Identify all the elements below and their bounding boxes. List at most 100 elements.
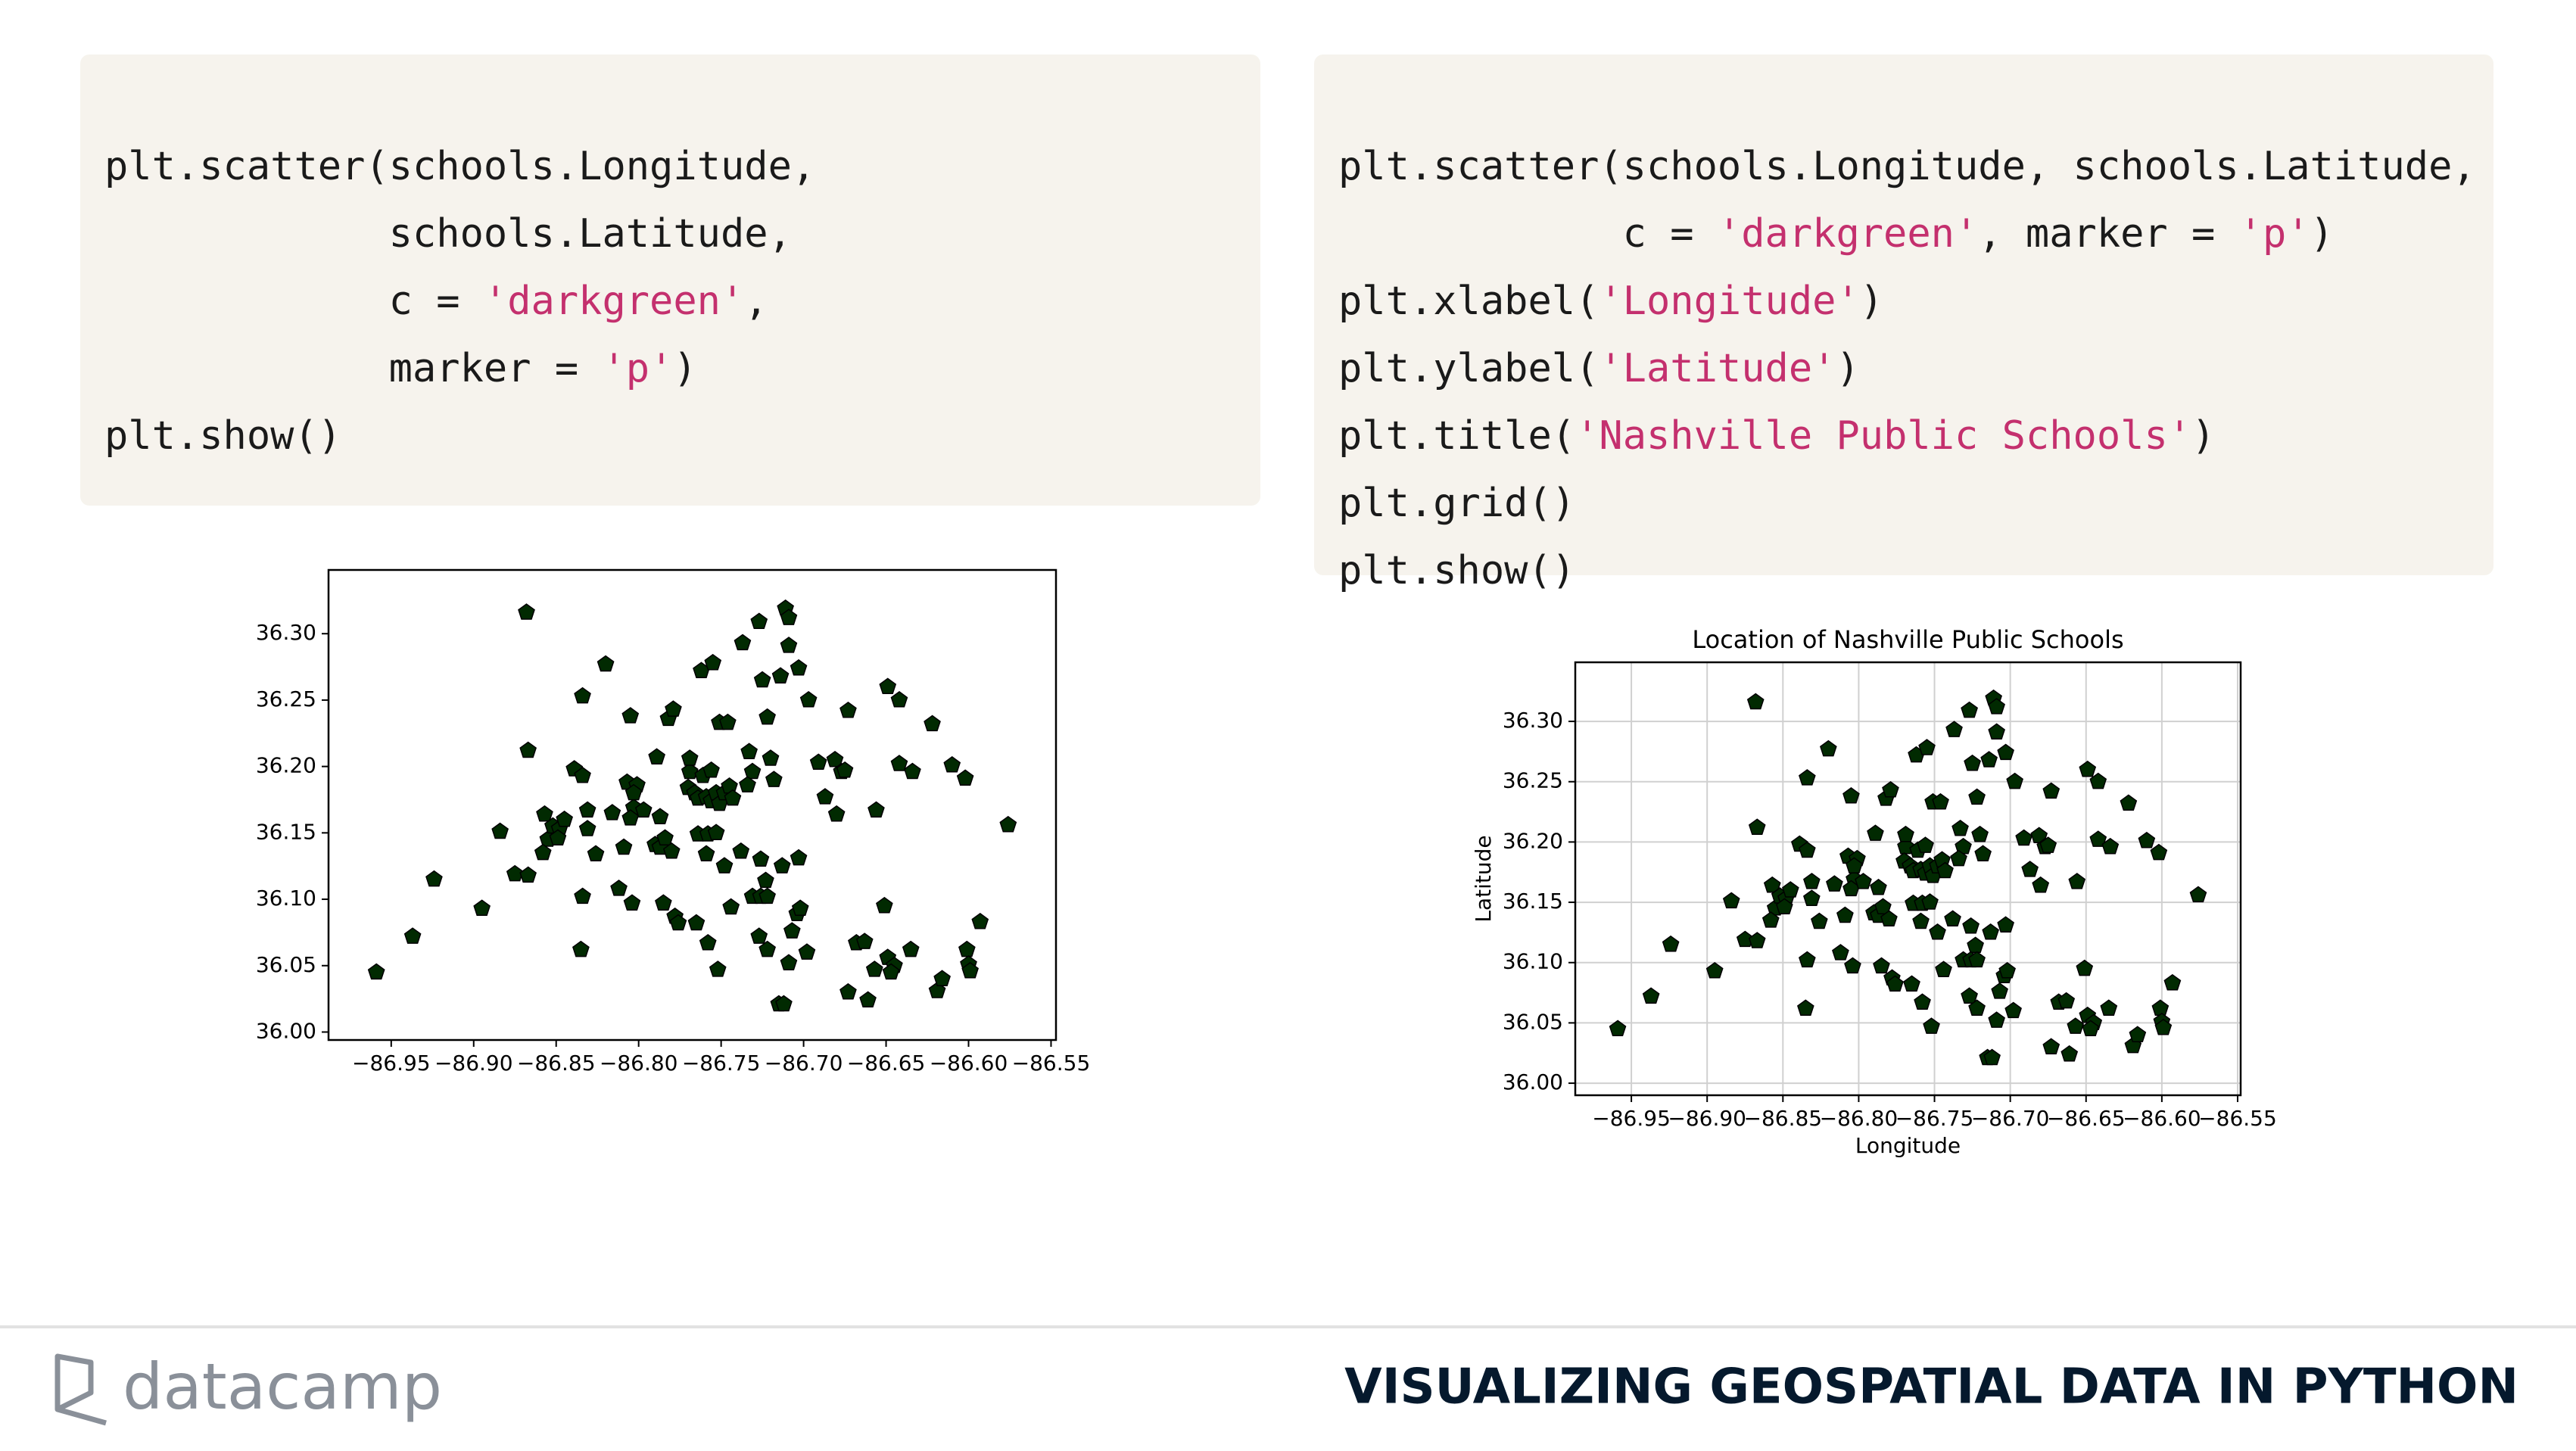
point [933,970,951,986]
point [556,810,573,827]
point [890,755,908,771]
point [2057,992,2076,1009]
point [610,880,628,896]
x-tick-label: −86.55 [2198,1106,2277,1131]
point [904,762,921,780]
point [1882,780,1899,798]
point [2032,876,2050,893]
point [574,687,591,704]
point [519,741,537,758]
point [798,943,816,960]
point [2015,829,2032,846]
point [743,762,762,780]
point [791,899,809,916]
x-tick-label: −86.60 [2123,1106,2201,1131]
point [1799,841,1816,858]
y-tick-label: 36.20 [1503,828,1563,853]
point [1870,878,1887,895]
point [924,715,941,732]
point [578,801,596,818]
point [1811,912,1828,929]
point [758,887,776,905]
point [1968,999,1986,1016]
x-tick-label: −86.70 [765,1051,843,1076]
code-line: plt.ylabel('Latitude') [1338,346,1860,391]
point [879,677,897,695]
point [1988,723,2005,740]
code-line: plt.show() [1338,548,1576,593]
point [719,713,737,730]
point [1782,881,1799,898]
point [1832,944,1849,961]
point [1844,957,1861,974]
point [758,940,776,957]
point [615,838,633,855]
y-tick-label: 36.25 [256,687,316,711]
x-tick-label: −86.80 [600,1051,678,1076]
axes-frame [1574,661,2242,1097]
point [2039,836,2057,853]
y-tick-label: 36.05 [256,952,316,977]
point [1961,987,1978,1004]
logo-icon [55,1353,107,1426]
y-tick-label: 36.30 [1503,708,1563,733]
point [687,914,706,931]
point [519,866,537,883]
point [839,701,857,718]
chart-title: Location of Nashville Public Schools [1692,625,2123,654]
point [790,848,808,866]
point [1803,873,1821,889]
point [699,933,717,951]
point [1921,893,1939,910]
point [2101,837,2120,855]
point [826,750,844,768]
code-line: c = 'darkgreen', marker = 'p') [1338,211,2334,257]
point [1746,693,1765,710]
point [762,749,780,766]
point [1609,1020,1627,1037]
code-line: plt.scatter(schools.Longitude, schools.L… [1338,144,2476,189]
x-tick-label: −86.70 [1971,1106,2050,1131]
code-line: plt.show() [104,413,342,459]
point [587,845,605,862]
point [902,940,920,957]
point [1799,951,1816,968]
point [867,801,885,818]
point [2082,1020,2100,1037]
point [757,871,774,889]
point [625,783,643,801]
point [780,954,798,970]
point [1748,818,1766,835]
point [999,815,1017,833]
point [734,634,752,651]
point [1974,845,1992,861]
point [704,653,722,671]
point [596,655,615,672]
point [1964,754,1981,771]
point [752,850,770,867]
point [655,894,672,911]
point [506,864,524,882]
point [876,896,893,914]
point [2129,1026,2147,1042]
point [2042,782,2060,799]
point [1991,982,2008,999]
y-tick-label: 36.00 [256,1018,316,1043]
point [827,805,846,822]
y-tick-label: 36.20 [256,753,316,778]
code-line: plt.scatter(schools.Longitude, [104,144,816,189]
code-line: plt.xlabel('Longitude') [1338,279,1884,324]
point [2138,831,2156,848]
point [836,761,854,778]
point [1997,916,2014,933]
point [1836,906,1854,923]
point [603,804,621,820]
point [1903,975,1920,992]
point [722,898,740,915]
x-tick-label: −86.65 [2047,1106,2126,1131]
point [634,801,653,818]
point [943,755,961,773]
point [367,963,385,980]
